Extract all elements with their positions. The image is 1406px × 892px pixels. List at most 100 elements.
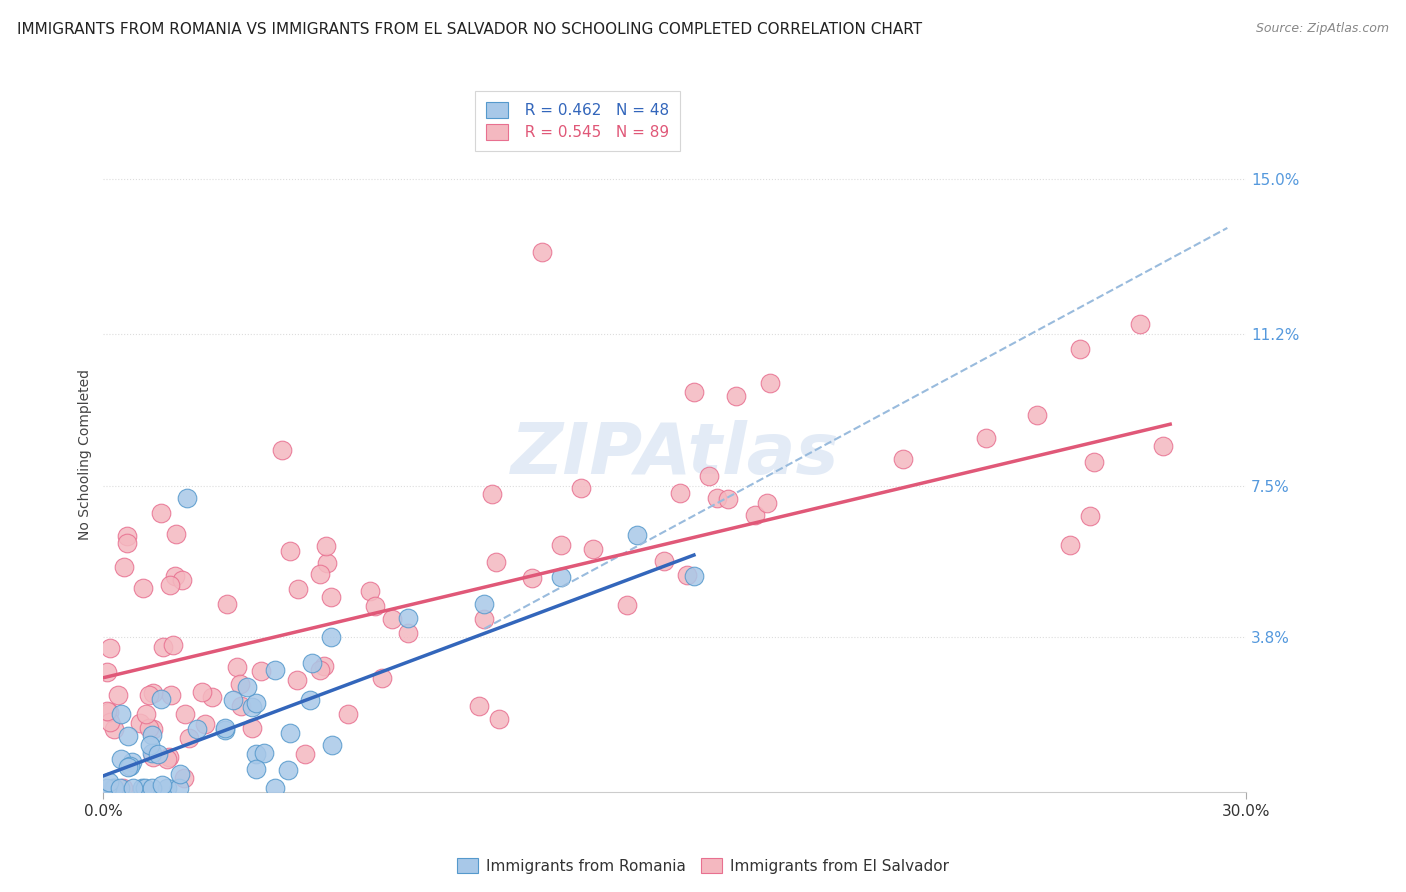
Point [194,716,217,731]
Point [396,611,419,625]
Point [725,389,748,403]
Point [142,749,165,764]
Point [159,577,181,591]
Point [101,781,124,796]
Point [253,746,276,760]
Point [277,763,299,777]
Point [141,746,163,760]
Point [569,481,592,495]
Point [149,507,172,521]
Point [893,452,915,467]
Point [683,385,706,400]
Point [245,762,267,776]
Point [319,590,342,604]
Point [173,706,195,721]
Point [110,707,132,722]
Point [744,508,766,523]
Text: IMMIGRANTS FROM ROMANIA VS IMMIGRANTS FROM EL SALVADOR NO SCHOOLING COMPLETED CO: IMMIGRANTS FROM ROMANIA VS IMMIGRANTS FR… [17,22,922,37]
Point [150,692,173,706]
Point [138,688,160,702]
Point [114,560,136,574]
Point [121,756,143,770]
Text: ZIPAtlas: ZIPAtlas [510,420,839,490]
Point [669,486,692,500]
Point [250,664,273,678]
Point [118,759,141,773]
Point [337,706,360,721]
Point [308,663,330,677]
Point [132,582,155,596]
Point [129,715,152,730]
Point [319,630,342,644]
Point [134,781,156,796]
Point [170,573,193,587]
Point [157,750,180,764]
Point [135,707,157,722]
Point [717,492,740,507]
Point [759,376,782,391]
Point [173,771,195,785]
Point [474,597,496,611]
Point [229,698,252,713]
Point [654,554,676,568]
Point [215,598,238,612]
Point [163,568,186,582]
Point [485,555,508,569]
Point [309,566,332,581]
Point [1083,455,1105,469]
Point [550,538,572,552]
Point [706,491,728,506]
Point [112,781,135,796]
Point [468,698,491,713]
Point [152,640,174,654]
Point [321,738,343,752]
Point [115,536,138,550]
Point [176,491,198,505]
Point [626,528,648,542]
Point [699,469,721,483]
Point [301,656,323,670]
Point [110,752,132,766]
Point [488,712,510,726]
Point [177,731,200,745]
Point [103,722,125,736]
Point [201,690,224,705]
Point [616,599,638,613]
Point [287,582,309,597]
Point [214,721,236,735]
Point [371,672,394,686]
Point [141,781,163,796]
Point [315,539,337,553]
Point [550,570,572,584]
Point [245,696,267,710]
Point [138,721,160,735]
Point [225,659,247,673]
Point [240,699,263,714]
Point [1129,317,1152,331]
Point [236,680,259,694]
Point [165,527,187,541]
Point [245,747,267,761]
Point [156,751,179,765]
Point [131,781,153,796]
Point [974,431,997,445]
Point [142,722,165,736]
Point [96,665,118,679]
Point [363,599,385,613]
Point [222,693,245,707]
Point [312,659,335,673]
Point [103,781,125,796]
Point [676,568,699,582]
Point [316,556,339,570]
Point [122,781,145,796]
Point [294,747,316,762]
Point [396,626,419,640]
Point [169,767,191,781]
Point [240,721,263,735]
Point [96,781,118,796]
Point [155,781,177,796]
Point [117,528,139,542]
Point [1152,439,1174,453]
Legend:   R = 0.462   N = 48,   R = 0.545   N = 89: R = 0.462 N = 48, R = 0.545 N = 89 [475,91,681,151]
Point [298,692,321,706]
